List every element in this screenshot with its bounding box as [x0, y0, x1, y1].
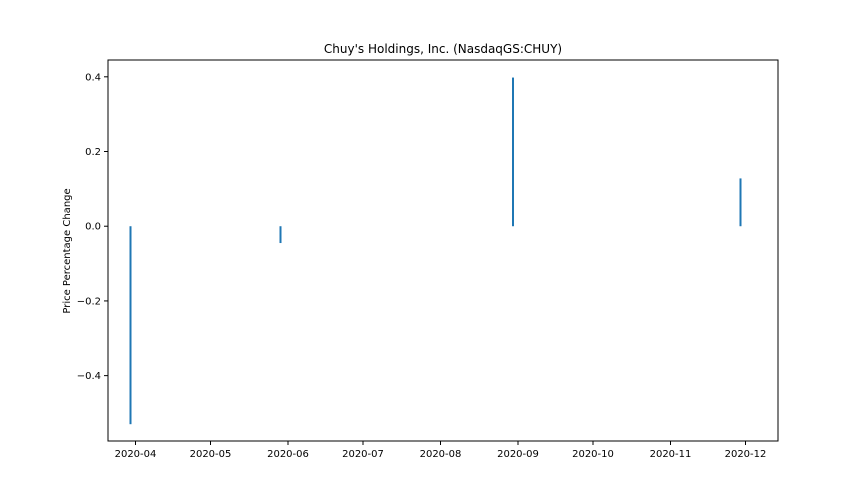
x-axis: 2020-04 2020-05 2020-06 2020-07 2020-08 2020-…	[115, 441, 767, 460]
y-axis-title: Price Percentage Change	[62, 188, 73, 313]
x-tick-label-2: 2020-06	[267, 449, 309, 460]
y-tick-label-2: 0.0	[85, 222, 101, 233]
x-tick-label-3: 2020-07	[342, 449, 384, 460]
x-tick-label-1: 2020-05	[190, 449, 232, 460]
y-tick-label-1: −0.2	[77, 296, 101, 307]
bar-2020-08-30	[512, 77, 514, 227]
plot-frame	[107, 59, 779, 442]
x-tick-label-8: 2020-12	[725, 449, 767, 460]
x-tick-label-4: 2020-08	[420, 449, 462, 460]
y-tick-label-0: −0.4	[77, 371, 101, 382]
x-tick-label-0: 2020-04	[115, 449, 157, 460]
chart-title: Chuy's Holdings, Inc. (NasdaqGS:CHUY)	[324, 42, 562, 56]
bar-2020-11-29	[739, 178, 742, 227]
x-tick-label-7: 2020-11	[650, 449, 692, 460]
bar-2020-05-29	[279, 226, 282, 244]
x-tick-label-6: 2020-10	[572, 449, 614, 460]
y-axis: −0.4 −0.2 0.0 0.2 0.4	[77, 72, 108, 382]
bars-layer	[129, 77, 742, 425]
x-tick-label-5: 2020-09	[497, 449, 539, 460]
y-tick-label-4: 0.4	[85, 72, 101, 83]
y-tick-label-3: 0.2	[85, 147, 101, 158]
bar-2020-03-30	[129, 226, 132, 425]
